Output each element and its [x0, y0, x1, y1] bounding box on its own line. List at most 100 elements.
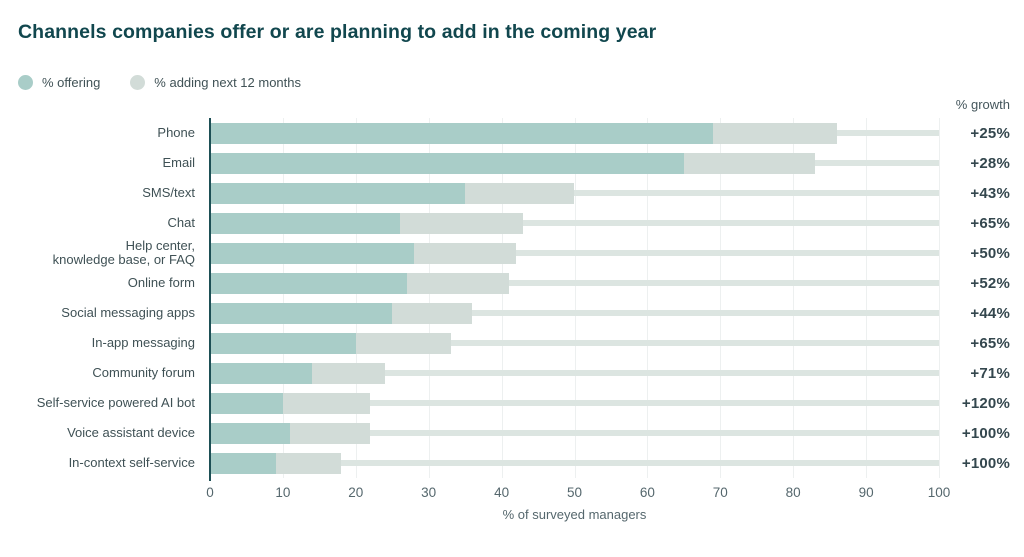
- gridline: [793, 118, 795, 478]
- x-axis-tick-label: 100: [927, 485, 951, 500]
- bar-track: [210, 250, 939, 256]
- gridline: [355, 118, 357, 478]
- bar-track: [210, 190, 939, 196]
- bar-cell: [210, 208, 939, 238]
- category-label: Help center, knowledge base, or FAQ: [52, 238, 195, 267]
- category-label: Chat: [167, 215, 195, 230]
- bar-track: [210, 430, 939, 436]
- gridline: [720, 118, 722, 478]
- bar-track: [210, 340, 939, 346]
- bar-cell: [210, 448, 939, 478]
- bar-row: Email +28%: [18, 148, 1010, 178]
- legend-item-offering: % offering: [18, 74, 101, 90]
- bar-segment-adding: [312, 362, 385, 384]
- bar-segment-offering: [210, 212, 400, 234]
- bar-track: [210, 400, 939, 406]
- growth-value: +50%: [970, 244, 1010, 262]
- bar-segment-adding: [290, 422, 371, 444]
- category-label: SMS/text: [142, 185, 195, 200]
- category-label: Self-service powered AI bot: [36, 395, 195, 410]
- bar-row: Phone +25%: [18, 118, 1010, 148]
- x-axis-tick-label: 0: [206, 485, 214, 500]
- legend: % offering % adding next 12 months: [18, 74, 1010, 90]
- bar-segment-offering: [210, 302, 393, 324]
- bar-segment-offering: [210, 332, 356, 354]
- gridline: [501, 118, 503, 478]
- growth-value: +25%: [970, 124, 1010, 142]
- growth-value: +71%: [970, 364, 1010, 382]
- category-label: In-context self-service: [68, 455, 195, 470]
- gridline: [939, 118, 940, 478]
- bar-segment-offering: [210, 242, 415, 264]
- bar-cell: [210, 178, 939, 208]
- category-label: Voice assistant device: [67, 425, 195, 440]
- legend-label-adding: % adding next 12 months: [154, 74, 302, 90]
- x-axis-tick-label: 80: [785, 485, 801, 500]
- bar-cell: [210, 298, 939, 328]
- bar-segment-adding: [683, 152, 816, 174]
- bar-segment-offering: [210, 152, 684, 174]
- bar-row: Community forum +71%: [18, 358, 1010, 388]
- page-title: Channels companies offer or are planning…: [18, 21, 657, 43]
- x-axis-title: % of surveyed managers: [502, 507, 647, 522]
- bar-row: In-context self-service +100%: [18, 448, 1010, 478]
- gridline: [866, 118, 868, 478]
- bar-row: In-app messaging +65%: [18, 328, 1010, 358]
- x-axis-tick-labels: 0 10 20 30 40 50 60 70 80 90 100: [206, 485, 950, 502]
- grid-layer: [210, 118, 940, 478]
- legend-item-adding: % adding next 12 months: [130, 74, 302, 90]
- growth-value: +28%: [970, 154, 1010, 172]
- gridline: [282, 118, 284, 478]
- bar-segment-adding: [713, 122, 837, 144]
- category-label: Online form: [127, 275, 195, 290]
- growth-value: +120%: [961, 394, 1010, 412]
- bar-cell: [210, 118, 939, 148]
- bar-track: [210, 220, 939, 226]
- category-label: Social messaging apps: [61, 305, 195, 320]
- x-axis-tick-label: 30: [421, 485, 437, 500]
- gridline: [574, 118, 576, 478]
- growth-value: +65%: [970, 214, 1010, 232]
- growth-value: +43%: [970, 184, 1010, 202]
- bar-segment-offering: [210, 182, 466, 204]
- bar-segment-adding: [406, 272, 509, 294]
- bar-row: Self-service powered AI bot +120%: [18, 388, 1010, 418]
- bar-segment-offering: [210, 362, 313, 384]
- bar-segment-adding: [275, 452, 342, 474]
- chart: Phone +25% Email +28% SMS/text +43% Chat +65% He…: [18, 118, 1010, 481]
- legend-dot-offering-icon: [18, 74, 33, 90]
- bar-segment-adding: [465, 182, 575, 204]
- bar-segment-offering: [210, 392, 283, 414]
- category-label: In-app messaging: [91, 335, 195, 350]
- bar-segment-adding: [392, 302, 473, 324]
- rows-container: Phone +25% Email +28% SMS/text +43% Chat +65% He…: [18, 118, 1010, 478]
- bar-segment-adding: [282, 392, 371, 414]
- bar-segment-adding: [414, 242, 517, 264]
- bar-row: Chat +65%: [18, 208, 1010, 238]
- growth-header-row: % growth: [18, 96, 1010, 112]
- x-axis-tick-label: 70: [712, 485, 728, 500]
- x-axis-tick-label: 20: [348, 485, 364, 500]
- y-axis-line: [209, 118, 211, 481]
- bar-cell: [210, 238, 939, 268]
- bar-track: [210, 460, 939, 466]
- bar-cell: [210, 148, 939, 178]
- legend-label-offering: % offering: [42, 74, 101, 90]
- bar-cell: [210, 328, 939, 358]
- category-label: Community forum: [92, 365, 195, 380]
- bar-row: Online form +52%: [18, 268, 1010, 298]
- bar-row: Help center, knowledge base, or FAQ +50%: [18, 238, 1010, 268]
- bar-segment-offering: [210, 272, 407, 294]
- category-label: Phone: [157, 125, 195, 140]
- growth-value: +52%: [970, 274, 1010, 292]
- growth-value: +100%: [961, 454, 1010, 472]
- growth-value: +44%: [970, 304, 1010, 322]
- x-axis-tick-label: 90: [858, 485, 874, 500]
- bar-segment-offering: [210, 452, 276, 474]
- bar-cell: [210, 388, 939, 418]
- bar-track: [210, 310, 939, 316]
- bar-row: Voice assistant device +100%: [18, 418, 1010, 448]
- growth-value: +100%: [961, 424, 1010, 442]
- category-label: Email: [162, 155, 195, 170]
